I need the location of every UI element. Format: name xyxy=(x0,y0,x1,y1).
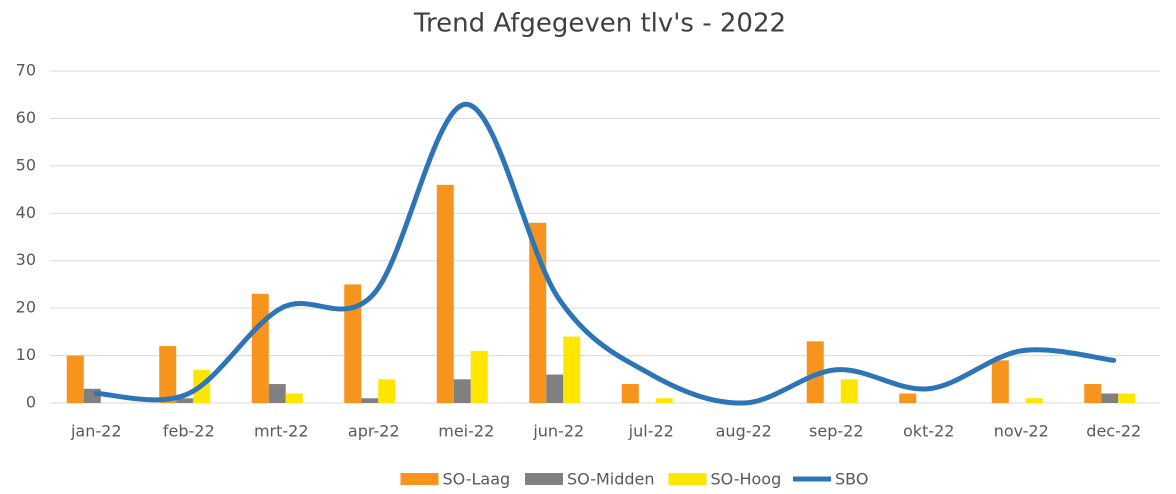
chart-title: Trend Afgegeven tlv's - 2022 xyxy=(413,9,786,39)
x-tick-label: aug-22 xyxy=(716,422,772,441)
x-tick-label: mrt-22 xyxy=(254,422,309,441)
x-tick-label: okt-22 xyxy=(903,422,954,441)
bar xyxy=(546,374,564,403)
bar xyxy=(899,393,917,403)
y-tick-label: 30 xyxy=(16,250,36,269)
bar xyxy=(453,379,471,403)
line xyxy=(93,101,1117,406)
x-tick-label: sep-22 xyxy=(809,422,863,441)
x-tick-label: jan-22 xyxy=(70,422,122,441)
bar xyxy=(806,341,824,403)
bar xyxy=(621,384,639,403)
legend-label: SBO xyxy=(835,470,868,489)
x-tick-label: apr-22 xyxy=(348,422,400,441)
x-tick-label: nov-22 xyxy=(994,422,1049,441)
bar xyxy=(470,350,488,403)
bar xyxy=(1101,393,1119,403)
y-tick-label: 10 xyxy=(16,345,36,364)
bar xyxy=(563,336,581,403)
bar xyxy=(991,360,1009,403)
y-tick-label: 70 xyxy=(16,61,36,80)
x-tick-label: dec-22 xyxy=(1086,422,1141,441)
y-tick-label: 50 xyxy=(16,155,36,174)
bar xyxy=(344,284,362,403)
bar xyxy=(378,379,396,403)
bar xyxy=(251,293,269,403)
bar xyxy=(1025,398,1043,403)
x-tick-label: jun-22 xyxy=(532,422,584,441)
y-tick-label: 0 xyxy=(26,393,36,412)
legend-label: SO-Hoog xyxy=(711,470,782,489)
bar xyxy=(66,355,84,403)
bar xyxy=(159,346,177,403)
y-tick-label: 20 xyxy=(16,298,36,317)
x-tick-label: mei-22 xyxy=(438,422,494,441)
bar xyxy=(176,398,194,403)
legend-swatch xyxy=(668,473,707,485)
bar xyxy=(285,393,303,403)
bar xyxy=(655,398,673,403)
bar xyxy=(1084,384,1102,403)
bar xyxy=(436,184,454,403)
bar xyxy=(840,379,858,403)
bar xyxy=(1118,393,1136,403)
legend-swatch xyxy=(525,473,563,485)
y-tick-label: 40 xyxy=(16,203,36,222)
legend-label: SO-Laag xyxy=(443,470,511,489)
y-tick-label: 60 xyxy=(16,108,36,127)
x-tick-label: feb-22 xyxy=(163,422,215,441)
legend-label: SO-Midden xyxy=(567,470,655,489)
bar xyxy=(361,398,379,403)
x-tick-label: jul-22 xyxy=(628,422,674,441)
bar xyxy=(268,384,286,403)
legend-swatch xyxy=(400,473,439,485)
